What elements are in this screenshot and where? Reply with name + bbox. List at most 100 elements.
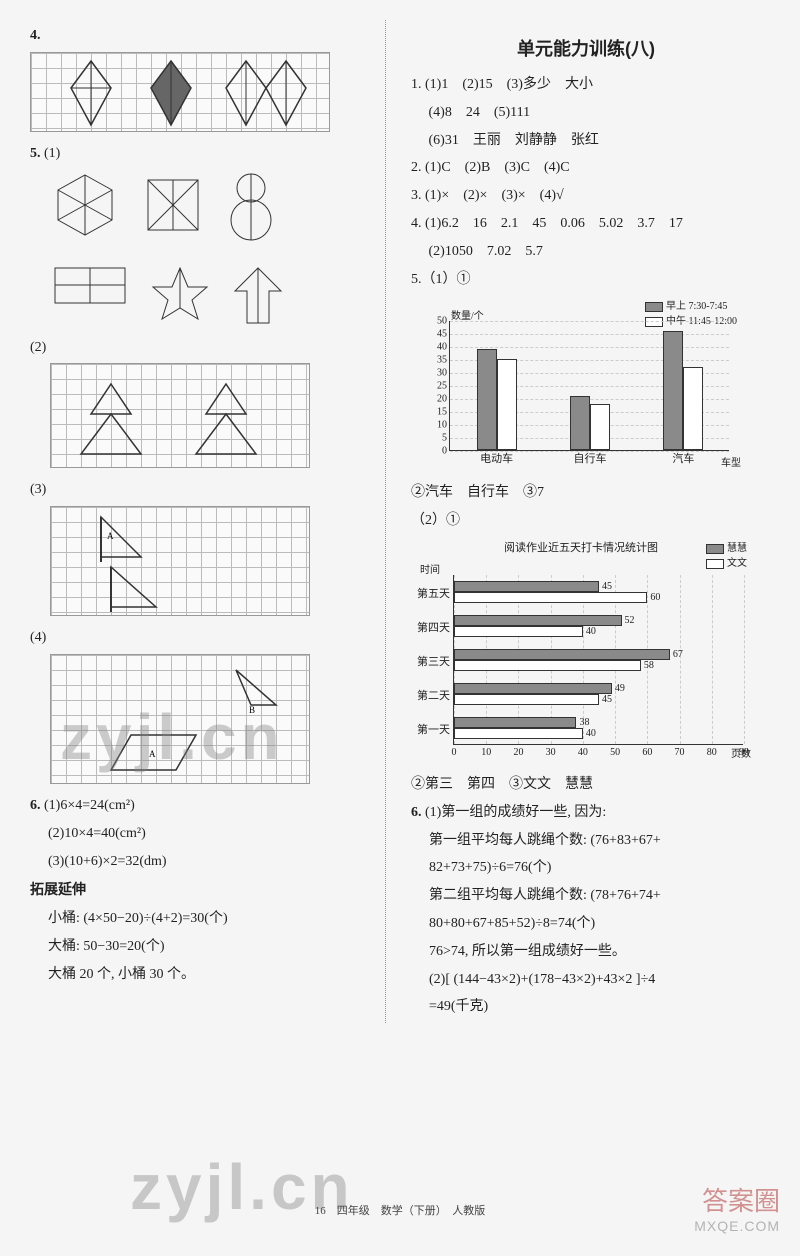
chart1-bar xyxy=(570,396,590,451)
chart2-bar xyxy=(454,626,583,637)
chart1-ytick: 25 xyxy=(423,381,447,392)
q4-label: 4. xyxy=(30,24,370,48)
chart1-bar xyxy=(497,359,517,450)
chart2-bar xyxy=(454,649,670,660)
r-q6-l6: (2)[ (144−43×2)+(178−43×2)+43×2 ]÷4 xyxy=(411,968,761,992)
chart2-bar xyxy=(454,717,576,728)
q4-num: 4. xyxy=(30,28,41,43)
chart1-vertical-bar: 数量/个 早上 7:30-7:45 中午 11:45-12:00 电动车自行车汽… xyxy=(411,297,741,477)
r-q4-l2: (2)1050 7.02 5.7 xyxy=(411,240,761,264)
chart2-bar xyxy=(454,660,641,671)
footer-watermark: 答案圈 MXQE.COM xyxy=(660,1181,780,1236)
chart2-value: 38 xyxy=(579,717,589,728)
chart1-bar xyxy=(683,367,703,450)
chart2-value: 58 xyxy=(644,660,654,671)
chart1-xlabel: 车型 xyxy=(721,454,741,469)
chart2-xtick: 20 xyxy=(508,747,528,758)
chart1-ytick: 30 xyxy=(423,368,447,379)
chart2-bar xyxy=(454,694,599,705)
chart2-ylabel: 时间 xyxy=(420,561,440,576)
chart2-xtick: 0 xyxy=(444,747,464,758)
chart2-category: 第二天 xyxy=(416,687,450,703)
chart2-xtick: 90 xyxy=(734,747,754,758)
r-q6-l5: 76>74, 所以第一组成绩好一些。 xyxy=(411,940,761,964)
column-divider xyxy=(385,20,386,1023)
chart2-value: 40 xyxy=(586,728,596,739)
chart1-ytick: 45 xyxy=(423,329,447,340)
chart2-bar xyxy=(454,615,622,626)
r-q3: 3. (1)× (2)× (3)× (4)√ xyxy=(411,184,761,208)
chart2-value: 52 xyxy=(625,615,635,626)
chart1-bar xyxy=(477,349,497,450)
chart2-value: 49 xyxy=(615,683,625,694)
q5-part3: (3) xyxy=(30,482,46,497)
chart2-bar xyxy=(454,581,599,592)
chart2-legend: 慧慧 文文 xyxy=(706,539,747,569)
ext-heading: 拓展延伸 xyxy=(30,879,370,903)
q5-3-grid: A xyxy=(50,506,310,616)
chart2-xtick: 80 xyxy=(702,747,722,758)
page-root: 4. 5. (1) xyxy=(0,0,800,1053)
chart2-xtick: 60 xyxy=(637,747,657,758)
chart2-category: 第四天 xyxy=(416,619,450,635)
r-q1-l3: (6)31 王丽 刘静静 张红 xyxy=(411,129,761,153)
left-column: 4. 5. (1) xyxy=(30,20,380,1023)
chart1-ytick: 20 xyxy=(423,394,447,405)
chart2-horizontal-bar: 阅读作业近五天打卡情况统计图 慧慧 文文 时间 页数 0102030405060… xyxy=(411,539,751,769)
q5-part1: (1) xyxy=(44,146,60,161)
chart1-plot: 电动车自行车汽车 xyxy=(449,321,729,451)
r-q1-l2: (4)8 24 (5)111 xyxy=(411,101,761,125)
r-q6-l2: 82+73+75)÷6=76(个) xyxy=(411,856,761,880)
r-q6-num: 6. xyxy=(411,805,422,820)
chart2-plot: 时间 页数 0102030405060708090第五天4560第四天5240第… xyxy=(453,575,743,745)
chart1-ytick: 50 xyxy=(423,316,447,327)
chart2-xtick: 70 xyxy=(670,747,690,758)
chart1-ytick: 10 xyxy=(423,420,447,431)
chart1-ytick: 35 xyxy=(423,355,447,366)
chart1-ylabel: 数量/个 xyxy=(451,307,484,322)
chart1-ytick: 0 xyxy=(423,446,447,457)
q5-part4: (4) xyxy=(30,630,46,645)
r-q5-2-head: （2）① xyxy=(411,509,761,533)
chart2-legend1: 慧慧 xyxy=(727,543,747,554)
chart1-bar xyxy=(590,404,610,451)
chart2-title: 阅读作业近五天打卡情况统计图 xyxy=(411,539,751,555)
chart2-value: 40 xyxy=(586,626,596,637)
right-column: 单元能力训练(八) 1. (1)1 (2)15 (3)多少 大小 (4)8 24… xyxy=(391,20,761,1023)
q6-l3: (3)(10+6)×2=32(dm) xyxy=(30,850,370,874)
chart2-category: 第五天 xyxy=(416,585,450,601)
chart1-legend1: 早上 7:30-7:45 xyxy=(666,301,727,312)
q4-shapes xyxy=(31,53,331,133)
r-q6-l7: =49(千克) xyxy=(411,995,761,1019)
footer-wm-top: 答案圈 xyxy=(660,1181,780,1218)
chart2-value: 45 xyxy=(602,581,612,592)
r-q5-1-after: ②汽车 自行车 ③7 xyxy=(411,481,761,505)
ext-l3: 大桶 20 个, 小桶 30 个。 xyxy=(30,963,370,987)
r-q5-head: 5.（1）① xyxy=(411,268,761,292)
r-q6-l4: 80+80+67+85+52)÷8=74(个) xyxy=(411,912,761,936)
label-A: A xyxy=(149,749,156,759)
chart1-category: 汽车 xyxy=(653,450,713,466)
q5-num: 5. xyxy=(30,146,41,161)
chart2-value: 67 xyxy=(673,649,683,660)
chart2-legend2: 文文 xyxy=(727,558,747,569)
chart1-category: 自行车 xyxy=(560,450,620,466)
label-A-small: A xyxy=(107,531,114,541)
label-B: B xyxy=(249,705,255,715)
r-q4-l1: 4. (1)6.2 16 2.1 45 0.06 5.02 3.7 17 xyxy=(411,212,761,236)
r-q6-l0: (1)第一组的成绩好一些, 因为: xyxy=(425,805,606,820)
q5-part2: (2) xyxy=(30,340,46,355)
r-q5-2-after: ②第三 第四 ③文文 慧慧 xyxy=(411,773,761,797)
q5-4-grid: B A xyxy=(50,654,310,784)
chart2-xtick: 10 xyxy=(476,747,496,758)
r-q2: 2. (1)C (2)B (3)C (4)C xyxy=(411,156,761,180)
chart2-xtick: 50 xyxy=(605,747,625,758)
q6-num: 6. xyxy=(30,798,41,813)
chart2-value: 45 xyxy=(602,694,612,705)
chart2-category: 第一天 xyxy=(416,721,450,737)
chart1-ytick: 5 xyxy=(423,433,447,444)
footer-wm-bottom: MXQE.COM xyxy=(660,1218,780,1234)
r-q6-l3: 第二组平均每人跳绳个数: (78+76+74+ xyxy=(411,884,761,908)
chart1-category: 电动车 xyxy=(467,450,527,466)
ext-l2: 大桶: 50−30=20(个) xyxy=(30,935,370,959)
